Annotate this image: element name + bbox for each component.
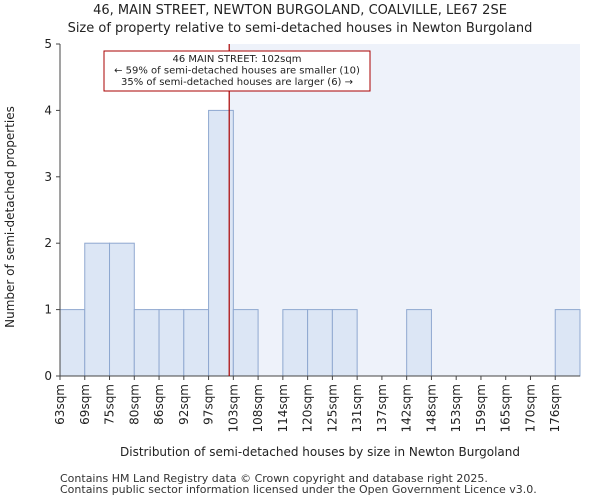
y-axis-label: Number of semi-detached properties	[3, 106, 17, 328]
y-tick-label: 1	[44, 303, 52, 317]
y-tick-label: 3	[44, 170, 52, 184]
x-tick-label: 159sqm	[474, 384, 488, 432]
x-tick-label: 176sqm	[548, 384, 562, 432]
x-tick-label: 80sqm	[127, 384, 141, 425]
histogram-bar	[554, 309, 581, 377]
x-tick-label: 97sqm	[202, 384, 216, 425]
histogram-bar	[59, 309, 86, 377]
y-tick-label: 5	[44, 37, 52, 51]
larger-region-highlight	[229, 44, 580, 376]
x-axis-label: Distribution of semi-detached houses by …	[120, 445, 520, 459]
x-tick-label: 120sqm	[301, 384, 315, 432]
x-tick-label: 125sqm	[325, 384, 339, 432]
x-tick-label: 114sqm	[276, 384, 290, 432]
histogram-bar	[307, 309, 333, 377]
x-tick-label: 137sqm	[375, 384, 389, 432]
annotation-line: 46 MAIN STREET: 102sqm	[173, 54, 302, 65]
x-tick-label: 69sqm	[78, 384, 92, 425]
x-tick-label: 170sqm	[523, 384, 537, 432]
histogram-bar	[282, 309, 309, 377]
histogram-bar	[406, 309, 432, 377]
x-tick-label: 86sqm	[152, 384, 166, 425]
chart-title: 46, MAIN STREET, NEWTON BURGOLAND, COALV…	[0, 2, 600, 38]
annotation-box	[103, 50, 371, 92]
y-tick-label: 2	[44, 236, 52, 250]
x-tick-label: 148sqm	[424, 384, 438, 432]
x-tick-label: 165sqm	[499, 384, 513, 432]
y-tick-label: 0	[44, 369, 52, 383]
x-tick-label: 142sqm	[400, 384, 414, 432]
x-tick-label: 108sqm	[251, 384, 265, 432]
annotation-line: 35% of semi-detached houses are larger (…	[121, 77, 353, 88]
footer-attribution-2: Contains public sector information licen…	[60, 483, 537, 496]
histogram-bar	[133, 309, 160, 377]
histogram-bar	[84, 242, 111, 377]
x-tick-label: 103sqm	[226, 384, 240, 432]
footer-attribution-1: Contains HM Land Registry data © Crown c…	[60, 472, 488, 485]
y-tick-label: 4	[44, 103, 52, 117]
histogram-bar	[109, 242, 135, 377]
x-tick-label: 75sqm	[103, 384, 117, 425]
histogram-bar	[158, 309, 185, 377]
histogram-bar	[232, 309, 259, 377]
histogram-bar	[331, 309, 358, 377]
title-line-2: Size of property relative to semi-detach…	[67, 21, 533, 36]
x-tick-label: 92sqm	[177, 384, 191, 425]
x-tick-label: 63sqm	[53, 384, 67, 425]
x-tick-label: 131sqm	[350, 384, 364, 432]
annotation-line: ← 59% of semi-detached houses are smalle…	[114, 66, 360, 77]
x-tick-label: 153sqm	[449, 384, 463, 432]
histogram-bar	[183, 309, 210, 377]
title-line-1: 46, MAIN STREET, NEWTON BURGOLAND, COALV…	[93, 3, 507, 18]
